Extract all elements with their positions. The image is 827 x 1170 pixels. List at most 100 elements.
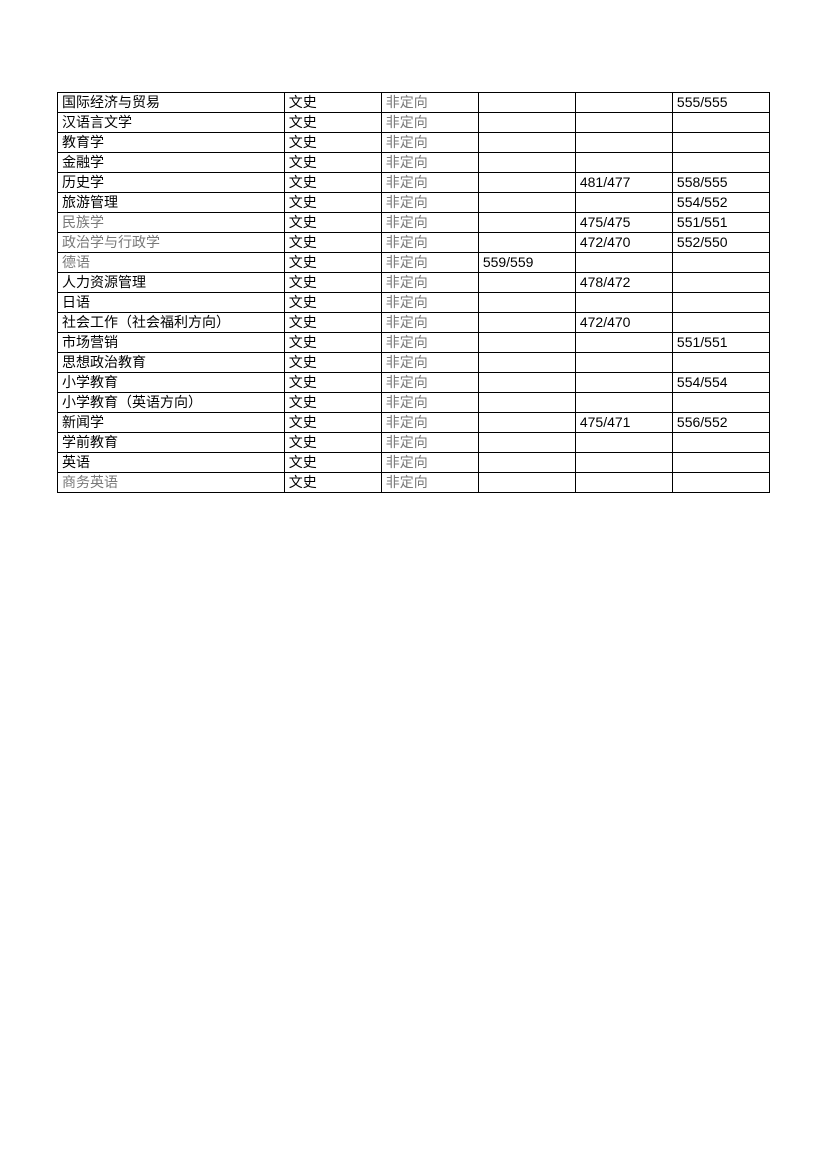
score-cell-a [478,113,575,133]
score-cell-a [478,373,575,393]
category-cell: 文史 [284,193,381,213]
score-cell-c: 558/555 [672,173,769,193]
score-cell-b [575,453,672,473]
table-row: 金融学文史非定向 [58,153,770,173]
orientation-cell: 非定向 [381,273,478,293]
major-cell: 人力资源管理 [58,273,285,293]
score-cell-c: 554/554 [672,373,769,393]
score-cell-c [672,113,769,133]
score-cell-a [478,193,575,213]
score-cell-a [478,413,575,433]
orientation-cell: 非定向 [381,133,478,153]
admissions-table: 国际经济与贸易文史非定向555/555汉语言文学文史非定向教育学文史非定向金融学… [57,92,770,493]
score-cell-a [478,133,575,153]
orientation-cell: 非定向 [381,113,478,133]
table-row: 商务英语文史非定向 [58,473,770,493]
category-cell: 文史 [284,453,381,473]
major-cell: 小学教育 [58,373,285,393]
score-cell-c [672,473,769,493]
category-cell: 文史 [284,153,381,173]
score-cell-b [575,373,672,393]
score-cell-c [672,393,769,413]
category-cell: 文史 [284,273,381,293]
table-row: 政治学与行政学文史非定向472/470552/550 [58,233,770,253]
score-cell-a [478,353,575,373]
orientation-cell: 非定向 [381,393,478,413]
table-row: 民族学文史非定向475/475551/551 [58,213,770,233]
score-cell-b [575,293,672,313]
score-cell-c [672,433,769,453]
table-row: 旅游管理文史非定向554/552 [58,193,770,213]
table-row: 社会工作（社会福利方向）文史非定向472/470 [58,313,770,333]
table-row: 国际经济与贸易文史非定向555/555 [58,93,770,113]
major-cell: 英语 [58,453,285,473]
major-cell: 新闻学 [58,413,285,433]
score-cell-b [575,353,672,373]
score-cell-c: 551/551 [672,333,769,353]
score-cell-b [575,133,672,153]
table-row: 思想政治教育文史非定向 [58,353,770,373]
orientation-cell: 非定向 [381,473,478,493]
category-cell: 文史 [284,133,381,153]
category-cell: 文史 [284,313,381,333]
table-row: 德语文史非定向559/559 [58,253,770,273]
category-cell: 文史 [284,353,381,373]
orientation-cell: 非定向 [381,93,478,113]
category-cell: 文史 [284,433,381,453]
table-body: 国际经济与贸易文史非定向555/555汉语言文学文史非定向教育学文史非定向金融学… [58,93,770,493]
score-cell-a [478,233,575,253]
score-cell-b [575,393,672,413]
table-row: 英语文史非定向 [58,453,770,473]
category-cell: 文史 [284,333,381,353]
score-cell-c: 555/555 [672,93,769,113]
major-cell: 日语 [58,293,285,313]
score-cell-a [478,473,575,493]
orientation-cell: 非定向 [381,173,478,193]
major-cell: 德语 [58,253,285,273]
score-cell-b [575,153,672,173]
major-cell: 教育学 [58,133,285,153]
score-cell-c: 552/550 [672,233,769,253]
score-cell-a [478,273,575,293]
orientation-cell: 非定向 [381,413,478,433]
score-cell-c [672,133,769,153]
major-cell: 政治学与行政学 [58,233,285,253]
category-cell: 文史 [284,293,381,313]
table-row: 市场营销文史非定向 551/551 [58,333,770,353]
score-cell-b: 472/470 [575,313,672,333]
orientation-cell: 非定向 [381,373,478,393]
score-cell-a [478,433,575,453]
major-cell: 市场营销 [58,333,285,353]
category-cell: 文史 [284,473,381,493]
table-row: 教育学文史非定向 [58,133,770,153]
table-row: 人力资源管理文史非定向478/472 [58,273,770,293]
score-cell-a [478,153,575,173]
category-cell: 文史 [284,233,381,253]
table-row: 新闻学文史非定向475/471556/552 [58,413,770,433]
orientation-cell: 非定向 [381,333,478,353]
score-cell-c [672,453,769,473]
major-cell: 历史学 [58,173,285,193]
major-cell: 汉语言文学 [58,113,285,133]
score-cell-c [672,253,769,273]
table-row: 小学教育（英语方向）文史非定向 [58,393,770,413]
score-cell-b [575,93,672,113]
category-cell: 文史 [284,373,381,393]
score-cell-b: 475/471 [575,413,672,433]
major-cell: 国际经济与贸易 [58,93,285,113]
score-cell-b [575,333,672,353]
score-cell-c: 551/551 [672,213,769,233]
major-cell: 思想政治教育 [58,353,285,373]
table-row: 日语文史非定向 [58,293,770,313]
orientation-cell: 非定向 [381,453,478,473]
orientation-cell: 非定向 [381,233,478,253]
major-cell: 旅游管理 [58,193,285,213]
score-cell-b [575,113,672,133]
orientation-cell: 非定向 [381,153,478,173]
score-cell-a [478,393,575,413]
score-cell-b [575,433,672,453]
score-cell-b: 481/477 [575,173,672,193]
orientation-cell: 非定向 [381,433,478,453]
score-cell-a [478,313,575,333]
orientation-cell: 非定向 [381,253,478,273]
